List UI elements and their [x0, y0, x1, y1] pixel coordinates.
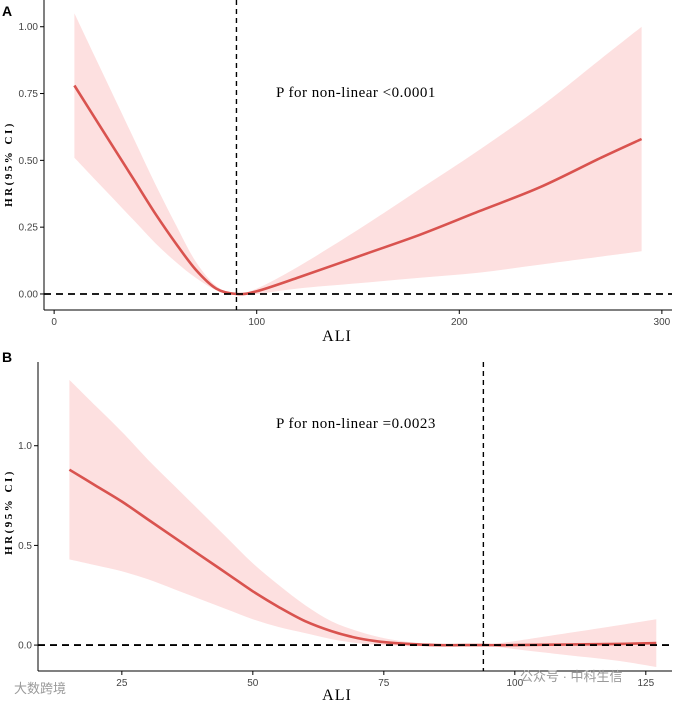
panel-b-y-axis-title: HR(95% CI) [3, 469, 15, 555]
y-tick-label: 1.0 [18, 441, 32, 452]
x-tick-label: 50 [247, 678, 259, 689]
x-tick-label: 100 [506, 678, 523, 689]
y-tick-label: 1.00 [19, 22, 39, 33]
watermark-right: 公众号 · 中科生信 [520, 669, 623, 684]
panel-b: B 0.00.51.0 25 50 75 100 125 HR(95% CI) ALI … [2, 349, 672, 703]
x-tick-label: 100 [248, 317, 265, 328]
panel-b-x-axis-title: ALI [322, 687, 352, 703]
panel-b-ci-band [69, 379, 657, 667]
x-tick-label: 300 [654, 317, 671, 328]
panel-a-x-ticks: 0 100 200 300 [51, 310, 671, 328]
panel-b-y-ticks: 0.0 0.5 1.0 [18, 441, 38, 652]
x-tick-label: 0 [51, 317, 57, 328]
x-tick-label: 200 [451, 317, 468, 328]
y-tick-label: 0.5 [18, 541, 32, 552]
y-tick-label: 0.0 [18, 641, 32, 652]
x-tick-label: 75 [378, 678, 390, 689]
panel-a-ci-band [74, 13, 642, 295]
panel-a-y-ticks: 0.00 0.25 0.50 0.75 1.00 [19, 22, 44, 300]
y-tick-label: 0.25 [19, 223, 39, 234]
panel-a-y-axis-title: HR(95% CI) [3, 121, 15, 207]
panel-b-hr-line [68, 468, 657, 647]
panel-b-label: B [2, 349, 12, 365]
panel-b-annotation: P for non-linear =0.0023 [276, 416, 436, 432]
panel-b-x-ticks: 25 50 75 100 125 [116, 671, 655, 689]
x-tick-label: 25 [116, 678, 128, 689]
y-tick-label: 0.75 [19, 89, 39, 100]
watermark-left: 大数跨境 [14, 681, 66, 696]
panel-a-label: A [2, 3, 12, 19]
panel-a-annotation: P for non-linear <0.0001 [276, 85, 436, 101]
y-tick-label: 0.00 [19, 289, 39, 300]
panel-a: A 0.00 0.25 0.50 0.75 1.00 0 100 200 300 HR(95%… [2, 0, 672, 345]
x-tick-label: 125 [637, 678, 654, 689]
panel-a-x-axis-title: ALI [322, 328, 352, 345]
y-tick-label: 0.50 [19, 156, 39, 167]
